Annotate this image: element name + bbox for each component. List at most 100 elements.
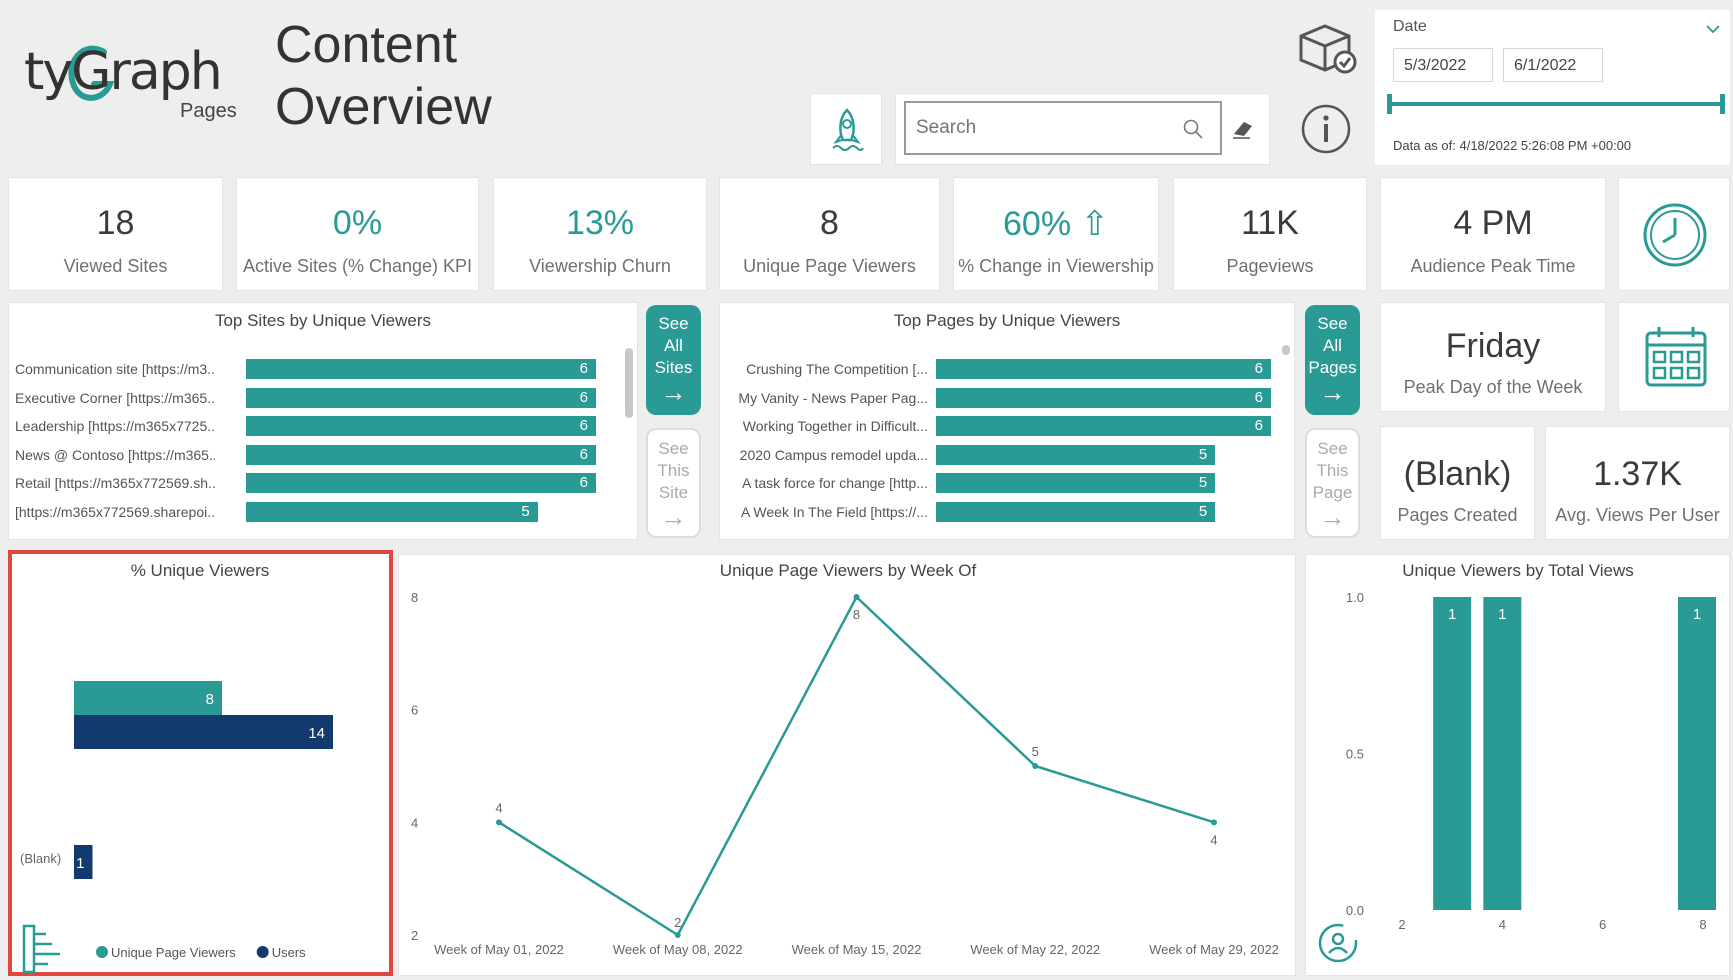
scrollbar[interactable]: [1282, 345, 1290, 355]
btn-line: See: [658, 439, 689, 458]
bar[interactable]: 5: [246, 501, 538, 522]
bar-label: 2020 Campus remodel upda...: [739, 446, 928, 463]
peak-day-value: Friday: [1445, 327, 1541, 365]
kpi-label: % Change in Viewership: [958, 256, 1154, 276]
btn-line: All: [664, 336, 683, 355]
kpi-card-viewership-churn: 13% Viewership Churn: [493, 177, 707, 291]
bar-value: 6: [1254, 388, 1263, 406]
weekly-viewers-chart: Unique Page Viewers by Week Of 2 4 6 8 4 Week …: [398, 554, 1296, 976]
bar[interactable]: 5: [936, 501, 1216, 522]
category-label: (Blank): [20, 851, 61, 866]
btn-line: This: [657, 461, 690, 480]
bar[interactable]: [1678, 597, 1716, 910]
kpi-value: 11K: [1241, 204, 1299, 242]
bar[interactable]: 6: [246, 416, 596, 436]
date-slicer-label: Date: [1393, 18, 1427, 35]
chevron-down-icon[interactable]: [1706, 24, 1720, 34]
clock-tile: [1618, 177, 1730, 291]
top-pages-title: Top Pages by Unique Viewers: [893, 311, 1121, 330]
bar-value: 5: [1198, 474, 1208, 491]
data-point[interactable]: [853, 594, 860, 600]
date-start-value: 5/3/2022: [1404, 57, 1467, 74]
column-chart-svg: Unique Viewers by Total Views 0.0 0.5 1.0 2 4…: [1346, 561, 1716, 932]
kpi-card-unique-page-viewers: 8 Unique Page Viewers: [719, 177, 940, 291]
bar-value: 6: [579, 360, 588, 377]
date-range-slider[interactable]: [1387, 94, 1725, 114]
data-point[interactable]: [496, 819, 502, 826]
y-tick-label: 8: [411, 590, 418, 605]
bar[interactable]: [74, 845, 93, 879]
kpi-value: 0%: [332, 204, 383, 242]
tygraph-logo-mark: [68, 45, 115, 101]
eraser-icon[interactable]: [1230, 116, 1256, 142]
bar[interactable]: 5: [936, 444, 1216, 465]
bar-value: 6: [579, 417, 588, 434]
kpi-card-change-in-viewership: 60% ⇧ % Change in Viewership: [953, 177, 1159, 291]
see-all-sites-button[interactable]: See All Sites →: [646, 305, 701, 415]
bar[interactable]: [1433, 597, 1472, 910]
info-icon[interactable]: [1300, 103, 1352, 155]
bar[interactable]: 6: [246, 359, 596, 379]
hierarchy-icon: [22, 924, 60, 974]
kpi-card-audience-peak-time: 4 PM Audience Peak Time: [1380, 177, 1606, 291]
search-box[interactable]: [895, 93, 1270, 165]
bar-value: 1: [1498, 606, 1506, 623]
data-package-icon[interactable]: [1295, 20, 1359, 76]
scrollbar[interactable]: [625, 348, 633, 418]
date-end-input[interactable]: 6/1/2022: [1503, 48, 1603, 82]
y-tick-label: 6: [411, 703, 418, 718]
search-icon[interactable]: [1182, 118, 1204, 140]
line-chart-svg: Unique Page Viewers by Week Of 2 4 6 8 4 Week …: [411, 561, 1279, 957]
y-tick-label: 2: [411, 928, 418, 943]
see-all-pages-button[interactable]: See All Pages →: [1305, 305, 1360, 415]
date-range-handle-end[interactable]: [1720, 94, 1725, 114]
legend-dot: [256, 946, 269, 958]
bar[interactable]: 6: [246, 473, 596, 493]
bar[interactable]: [74, 681, 222, 715]
see-this-site-button[interactable]: See This Site →: [646, 428, 701, 538]
bar-label: Crushing The Competition [...: [746, 361, 928, 377]
bar-value: 8: [206, 691, 214, 708]
search-input[interactable]: [916, 115, 1166, 141]
bar-label: [https://m365x772569.sharepoi...: [15, 503, 215, 520]
bar-label: A Week In The Field [https://...: [740, 503, 928, 520]
bar[interactable]: 6: [936, 416, 1271, 436]
rocket-button[interactable]: [810, 93, 882, 165]
bar-label: Communication site [https://m3...: [15, 361, 215, 377]
data-point[interactable]: [1032, 763, 1039, 769]
date-slicer[interactable]: Date 5/3/2022 6/1/2022 Data as of: 4/18/…: [1375, 10, 1730, 165]
pct-chart-svg: % Unique Viewers 8 14 (Blank) 1 Unique Page V…: [20, 561, 333, 960]
data-label: 8: [853, 607, 860, 622]
bar[interactable]: [74, 715, 333, 749]
bar-value: 6: [579, 388, 588, 406]
bar-value: 14: [308, 725, 325, 742]
bar[interactable]: 6: [936, 359, 1271, 379]
bar[interactable]: 6: [246, 387, 596, 408]
bar[interactable]: 6: [246, 444, 596, 465]
chart-title: Unique Page Viewers by Week Of: [720, 561, 977, 580]
viewers-by-total-views-chart: Unique Viewers by Total Views 0.0 0.5 1.0 2 4…: [1305, 554, 1730, 976]
bar[interactable]: [1483, 597, 1522, 910]
page-title-line1: Content: [275, 16, 458, 74]
peak-day-card: Friday Peak Day of the Week: [1380, 302, 1606, 412]
kpi-card-active-sites: 0% Active Sites (% Change) KPI: [236, 177, 479, 291]
see-this-page-button[interactable]: See This Page →: [1305, 428, 1360, 538]
y-tick-label: 0.5: [1346, 747, 1364, 762]
date-range-handle-start[interactable]: [1387, 94, 1392, 114]
bar[interactable]: 5: [936, 473, 1216, 493]
unique-viewers-pct-chart: % Unique Viewers 8 14 (Blank) 1 Unique Page V…: [8, 550, 393, 976]
bar-label: Leadership [https://m365x7725...: [15, 418, 215, 434]
bar-value: 1: [1693, 606, 1701, 623]
date-start-input[interactable]: 5/3/2022: [1393, 48, 1493, 82]
kpi-label: Audience Peak Time: [1410, 256, 1576, 276]
bar[interactable]: 6: [936, 387, 1271, 408]
date-end-value: 6/1/2022: [1514, 57, 1577, 74]
top-pages-chart: Top Pages by Unique Viewers Crushing The…: [719, 302, 1295, 540]
legend-label: Unique Page Viewers: [111, 945, 236, 960]
x-tick-label: Week of May 29, 2022: [1149, 942, 1279, 957]
data-point[interactable]: [674, 932, 681, 938]
x-tick-label: 4: [1499, 917, 1506, 932]
bar-label: A task force for change [http...: [742, 475, 928, 491]
btn-line: See: [1317, 314, 1348, 333]
data-point[interactable]: [1211, 819, 1217, 826]
